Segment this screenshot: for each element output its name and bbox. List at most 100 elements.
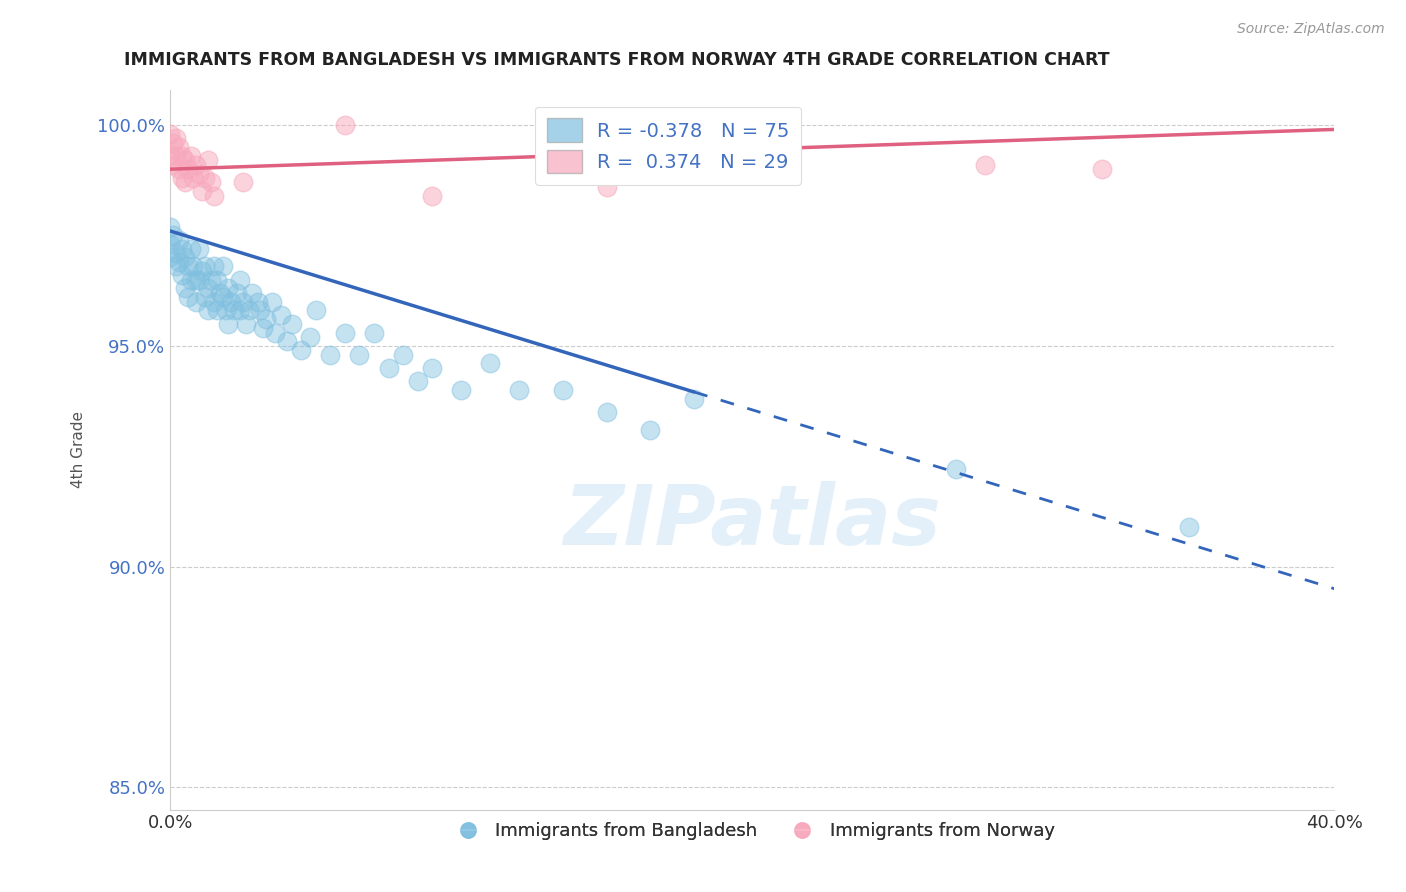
Point [240,285,263,300]
Point [170,242,193,256]
Point [170,149,193,163]
Point [214,303,236,318]
Point [420,360,443,375]
Point [349,348,371,362]
Point [363,326,385,340]
Point [170,268,193,282]
Y-axis label: 4th Grade: 4th Grade [72,411,86,488]
Point [188,272,211,286]
Point [186,158,208,172]
Point [180,242,202,256]
Point [232,176,254,190]
Point [183,260,205,274]
Point [188,167,211,181]
Point [235,317,257,331]
Point [205,272,228,286]
Point [167,255,190,269]
Point [200,272,222,286]
Point [162,136,184,150]
Point [945,462,967,476]
Point [770,131,793,145]
Point [553,383,575,397]
Point [252,321,274,335]
Point [159,219,181,234]
Point [173,281,195,295]
Point [377,360,399,375]
Point [262,294,284,309]
Point [202,188,225,202]
Point [186,272,208,286]
Point [226,285,249,300]
Point [202,260,225,274]
Point [194,171,217,186]
Point [224,303,246,318]
Point [229,272,252,286]
Point [392,348,415,362]
Point [211,260,233,274]
Point [1178,520,1201,534]
Point [180,272,202,286]
Point [167,140,190,154]
Point [180,149,202,163]
Point [173,153,195,168]
Point [319,348,342,362]
Point [194,290,217,304]
Point [167,233,190,247]
Point [167,162,190,177]
Point [176,260,198,274]
Point [165,131,187,145]
Point [197,281,219,295]
Point [508,383,530,397]
Point [176,290,198,304]
Point [232,294,254,309]
Point [159,149,181,163]
Point [305,303,328,318]
Point [183,171,205,186]
Point [191,264,214,278]
Point [333,118,356,132]
Point [211,290,233,304]
Point [596,179,619,194]
Point [217,281,239,295]
Point [170,171,193,186]
Point [197,153,219,168]
Point [208,285,231,300]
Point [197,303,219,318]
Point [333,326,356,340]
Point [420,188,443,202]
Point [188,242,211,256]
Point [298,330,321,344]
Point [162,158,184,172]
Point [186,294,208,309]
Point [276,334,298,349]
Point [229,303,252,318]
Point [238,303,260,318]
Point [165,149,187,163]
Point [406,374,429,388]
Text: Source: ZipAtlas.com: Source: ZipAtlas.com [1237,22,1385,37]
Point [162,228,184,243]
Point [290,343,312,358]
Point [640,423,662,437]
Point [450,383,472,397]
Point [202,294,225,309]
Text: IMMIGRANTS FROM BANGLADESH VS IMMIGRANTS FROM NORWAY 4TH GRADE CORRELATION CHART: IMMIGRANTS FROM BANGLADESH VS IMMIGRANTS… [124,51,1109,69]
Text: ZIPatlas: ZIPatlas [564,481,941,562]
Point [221,294,243,309]
Point [1090,162,1112,177]
Point [246,294,269,309]
Point [205,303,228,318]
Point [264,326,287,340]
Point [596,405,619,419]
Point [974,158,997,172]
Point [479,357,502,371]
Point [249,303,271,318]
Point [217,317,239,331]
Point [270,308,292,322]
Legend: Immigrants from Bangladesh, Immigrants from Norway: Immigrants from Bangladesh, Immigrants f… [443,815,1062,847]
Point [173,251,195,265]
Point [176,162,198,177]
Point [200,176,222,190]
Point [191,184,214,198]
Point [159,127,181,141]
